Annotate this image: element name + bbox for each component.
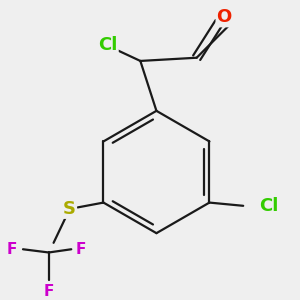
Text: O: O	[216, 8, 232, 26]
Text: S: S	[63, 200, 76, 218]
Text: F: F	[44, 284, 54, 298]
Text: F: F	[7, 242, 17, 257]
Text: F: F	[76, 242, 86, 257]
Text: Cl: Cl	[98, 36, 118, 54]
Text: Cl: Cl	[259, 197, 279, 215]
